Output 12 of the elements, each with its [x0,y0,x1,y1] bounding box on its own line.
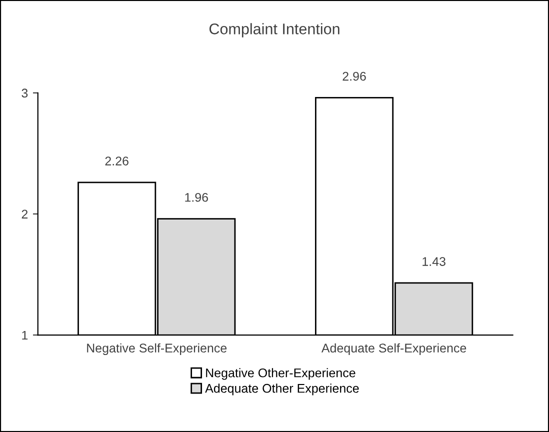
y-tick-label: 3 [22,88,28,98]
data-label: 1.96 [185,192,208,202]
legend-label: Adequate Other Experience [205,384,359,396]
x-tick-label: Adequate Self-Experience [321,343,466,355]
legend-label: Negative Other-Experience [206,368,356,380]
data-label: 2.96 [342,72,366,81]
y-tick-label: 1 [22,330,28,340]
chart-title: Complaint Intention [209,23,340,38]
y-tick-label: 2 [22,210,28,218]
data-label: 1.43 [422,257,446,266]
data-label: 2.26 [105,156,128,166]
x-tick-label: Negative Self-Experience [87,343,227,355]
